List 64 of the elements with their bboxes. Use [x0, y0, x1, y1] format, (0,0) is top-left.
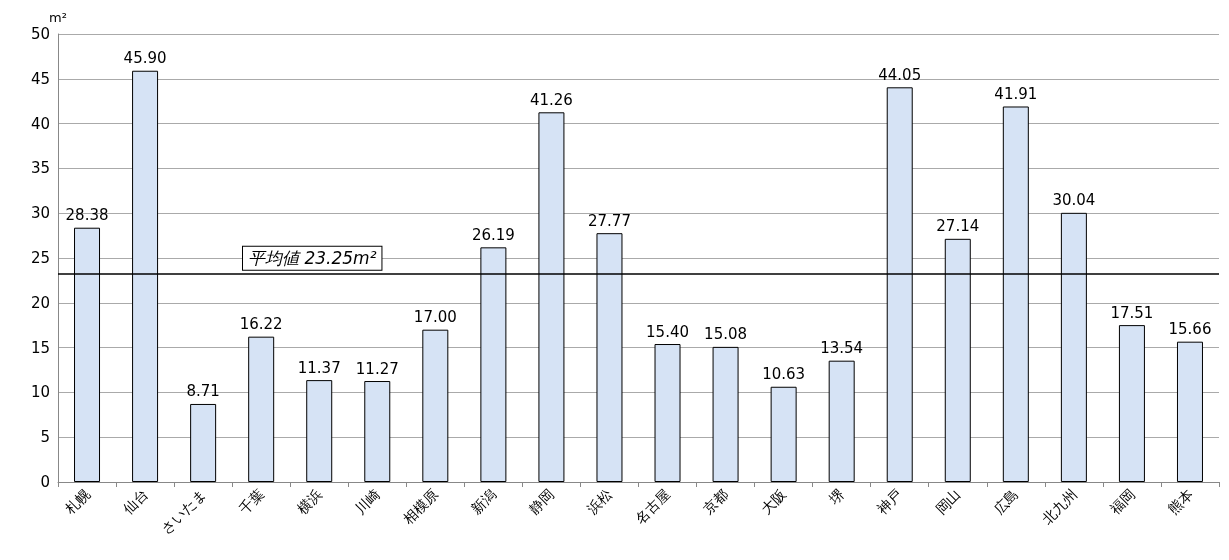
y-tick-label: 5: [40, 428, 50, 447]
x-tick-label: さいたま: [157, 486, 209, 538]
data-label: 41.91: [994, 84, 1038, 103]
x-tick-label: 川崎: [351, 486, 383, 518]
bar: [654, 344, 681, 482]
data-label: 30.04: [1052, 191, 1096, 210]
y-tick-label: 40: [30, 114, 50, 133]
data-label: 17.00: [413, 308, 457, 327]
y-tick-label: 50: [30, 25, 50, 43]
x-tick-label: 熊本: [1164, 486, 1196, 518]
x-tick-label: 新潟: [467, 486, 500, 518]
x-tick-label: 神戸: [874, 486, 906, 518]
data-label: 27.14: [936, 217, 980, 236]
data-label: 11.37: [297, 358, 341, 377]
x-tick-label: 静岡: [525, 486, 558, 518]
bar: [1176, 341, 1203, 482]
bar: [712, 346, 739, 482]
bar: [770, 386, 797, 482]
y-tick-label: 0: [40, 473, 50, 491]
bar: [828, 360, 855, 482]
x-tick-label: 岡山: [932, 486, 964, 518]
data-label: 8.71: [186, 382, 220, 401]
data-label: 16.22: [239, 315, 283, 334]
bar: [306, 380, 333, 482]
x-tick-label: 広島: [990, 486, 1022, 518]
bar: [190, 403, 217, 482]
y-axis-title: m²: [49, 10, 67, 25]
x-tick-label: 横浜: [293, 486, 325, 518]
data-label: 15.40: [646, 322, 689, 341]
data-label: 11.27: [355, 359, 399, 378]
data-label: 15.08: [704, 325, 748, 344]
data-label: 10.63: [762, 365, 806, 384]
y-tick-label: 20: [30, 293, 50, 312]
bar: [1118, 325, 1145, 482]
y-tick-label: 30: [30, 204, 50, 223]
x-tick-label: 北九州: [1038, 486, 1080, 528]
y-tick-label: 25: [30, 249, 50, 267]
data-label: 45.90: [123, 49, 167, 68]
data-label: 26.19: [471, 225, 515, 244]
y-tick-label: 45: [30, 69, 50, 88]
y-tick-label: 35: [30, 159, 50, 178]
ref-line-label: 平均値 23.25m²: [248, 248, 377, 269]
x-tick-label: 千葉: [235, 486, 267, 518]
data-label: 27.77: [588, 211, 631, 230]
x-tick-label: 名古屋: [632, 486, 674, 528]
data-label: 44.05: [878, 65, 922, 84]
x-tick-label: 京都: [700, 486, 732, 518]
bar: [248, 336, 275, 482]
data-label: 28.38: [65, 206, 109, 225]
bar: [422, 329, 449, 482]
x-tick-label: 堺: [825, 486, 848, 509]
x-tick-label: 大阪: [758, 486, 790, 518]
x-tick-label: 浜松: [584, 486, 616, 518]
bar: [364, 381, 391, 482]
data-label: 13.54: [820, 339, 864, 358]
y-tick-label: 10: [30, 383, 50, 402]
x-tick-label: 相模原: [399, 486, 441, 528]
x-tick-label: 札幌: [61, 486, 93, 518]
x-tick-label: 仙台: [119, 486, 151, 518]
data-label: 15.66: [1168, 320, 1212, 339]
data-label: 41.26: [529, 90, 573, 109]
y-tick-label: 15: [30, 338, 50, 357]
data-label: 17.51: [1110, 303, 1154, 322]
x-tick-label: 福岡: [1106, 486, 1138, 518]
